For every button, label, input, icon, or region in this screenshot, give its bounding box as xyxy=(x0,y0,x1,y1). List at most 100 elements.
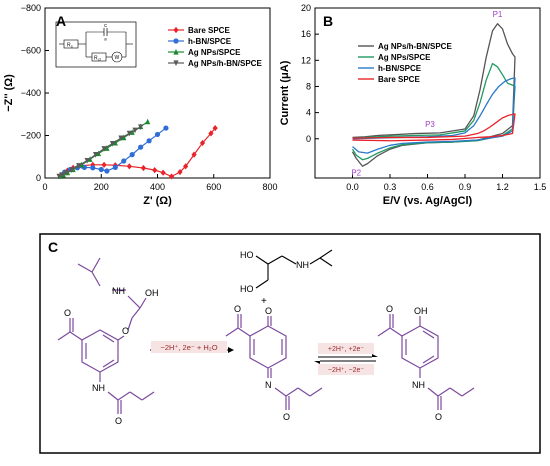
a-data-point xyxy=(121,134,127,141)
quinone-o-atom: O xyxy=(265,306,272,316)
svg-text:ct: ct xyxy=(98,58,101,62)
molecule-reactant xyxy=(57,257,155,414)
panel-c-letter: C xyxy=(48,239,58,255)
quinone-n-atom: N xyxy=(265,380,272,390)
molecule-product xyxy=(377,314,475,410)
arrow-2-top-label: +2H⁺, +2e⁻ xyxy=(328,346,364,353)
a-data-point xyxy=(146,138,152,144)
a-data-point xyxy=(101,161,107,168)
b-series-line-3 xyxy=(352,113,516,142)
quinone-amide-o: O xyxy=(283,412,290,422)
a-xtick-label: 0 xyxy=(42,182,47,192)
b-ytick-label: 4 xyxy=(306,108,311,118)
a-data-point xyxy=(199,139,206,147)
b-xtick-label: 0.9 xyxy=(459,182,472,192)
byproduct-molecule xyxy=(255,249,333,289)
svg-text:s: s xyxy=(71,45,73,49)
panel-b-legend: Ag NPs/h-BN/SPCE Ag NPs/SPCE h-BN/SPCE Bare… xyxy=(358,42,452,84)
molecule-quinone-imine xyxy=(225,314,323,410)
a-data-point xyxy=(109,140,116,147)
rct-label: R xyxy=(94,56,98,62)
arrow-2-bottom-bg xyxy=(318,364,374,375)
panel-b-axes: 0.0 0.3 0.6 0.9 1.2 1.5 0 4 8 12 16 20 E/V (vs. Ag/A… xyxy=(279,3,546,207)
b-series-line-1 xyxy=(351,62,516,161)
b-xlabel: E/V (vs. Ag/AgCl) xyxy=(383,195,473,207)
a-data-point xyxy=(90,165,96,171)
svg-text:dl: dl xyxy=(104,38,107,42)
panel-c: C O OH xyxy=(39,233,541,454)
panel-b-plot-area: P1 P2 P3 xyxy=(351,10,516,177)
product-carbonyl-o: O xyxy=(386,304,393,314)
panel-a: A R s C dl R ct W 0 200 400 xyxy=(3,3,278,207)
a-ytick-label: −600 xyxy=(21,46,41,56)
a-data-point xyxy=(84,157,90,164)
a-data-point xyxy=(163,125,169,131)
byproduct-ho-2: HO xyxy=(240,284,254,294)
a-xtick-label: 800 xyxy=(262,182,277,192)
a-ytick-label: 0 xyxy=(36,173,41,183)
a-legend-label: Bare SPCE xyxy=(188,26,230,35)
b-peak-label-p1: P1 xyxy=(493,10,503,19)
arrow-1-label: −2H⁺, 2e⁻ + H₂O xyxy=(160,343,217,352)
a-data-point xyxy=(129,152,135,158)
a-xlabel: Z' (Ω) xyxy=(143,195,172,207)
a-data-point xyxy=(93,152,99,158)
b-peak-label-p2: P2 xyxy=(351,168,361,177)
a-xtick-label: 400 xyxy=(150,182,165,192)
a-data-point xyxy=(160,169,166,176)
a-data-point xyxy=(112,164,118,170)
b-series-line-0 xyxy=(351,23,516,167)
panel-a-frame xyxy=(44,7,271,179)
a-data-point xyxy=(69,167,75,174)
b-legend-label: Bare SPCE xyxy=(378,75,420,84)
reactant-oh: OH xyxy=(145,288,159,298)
circuit-border xyxy=(55,21,137,68)
reactant-o-atom: O xyxy=(122,326,129,336)
b-ylabel: Current (μA) xyxy=(279,60,291,125)
a-data-point xyxy=(104,168,110,174)
panel-c-frame xyxy=(39,233,541,454)
cdl-label: C xyxy=(104,23,108,28)
a-legend-marker xyxy=(173,38,179,44)
arrow-2-bottom-label: −2H⁺, −2e⁻ xyxy=(328,367,364,374)
b-series-line-2 xyxy=(352,77,516,154)
b-xtick-label: 0.3 xyxy=(384,182,397,192)
panel-b-frame xyxy=(314,7,541,179)
panel-b-letter: B xyxy=(323,13,333,29)
panel-a-letter: A xyxy=(56,13,66,29)
a-xtick-label: 600 xyxy=(206,182,221,192)
reactant-amide-nh: NH xyxy=(92,383,105,393)
a-data-point xyxy=(112,139,118,146)
product-amide-o: O xyxy=(435,412,442,422)
quinone-carbonyl-o: O xyxy=(234,304,241,314)
product-amide-nh: NH xyxy=(412,380,425,390)
a-data-point xyxy=(208,130,214,137)
reactant-amide-o: O xyxy=(115,416,122,426)
plus-sign: + xyxy=(261,296,267,307)
a-data-point xyxy=(191,151,197,158)
a-xtick-label: 200 xyxy=(94,182,109,192)
b-xtick-label: 0.6 xyxy=(421,182,434,192)
b-ytick-label: 16 xyxy=(301,29,311,39)
a-data-point xyxy=(104,145,110,151)
a-data-point xyxy=(76,163,82,169)
a-data-point xyxy=(177,168,183,176)
arrow-1-label-bg xyxy=(151,341,227,353)
a-legend-label: h-BN/SPCE xyxy=(188,37,232,46)
a-data-point xyxy=(59,172,65,178)
a-data-point xyxy=(126,130,132,137)
b-xtick-label: 1.5 xyxy=(534,182,547,192)
b-peak-label-p3: P3 xyxy=(425,120,435,129)
reactant-carbonyl-o: O xyxy=(64,308,71,318)
a-data-point xyxy=(126,163,132,170)
a-data-point xyxy=(154,131,161,138)
product-oh: OH xyxy=(414,306,428,316)
b-xtick-label: 1.2 xyxy=(496,182,509,192)
a-ytick-label: −800 xyxy=(21,3,41,13)
a-data-point xyxy=(63,170,69,176)
byproduct-nh: NH xyxy=(296,260,309,270)
a-legend-label: Ag NPs/h-BN/SPCE xyxy=(188,59,262,68)
panel-a-legend: Bare SPCE h-BN/SPCE Ag NPs/SPCE Ag NPs/h-BN… xyxy=(168,26,262,68)
